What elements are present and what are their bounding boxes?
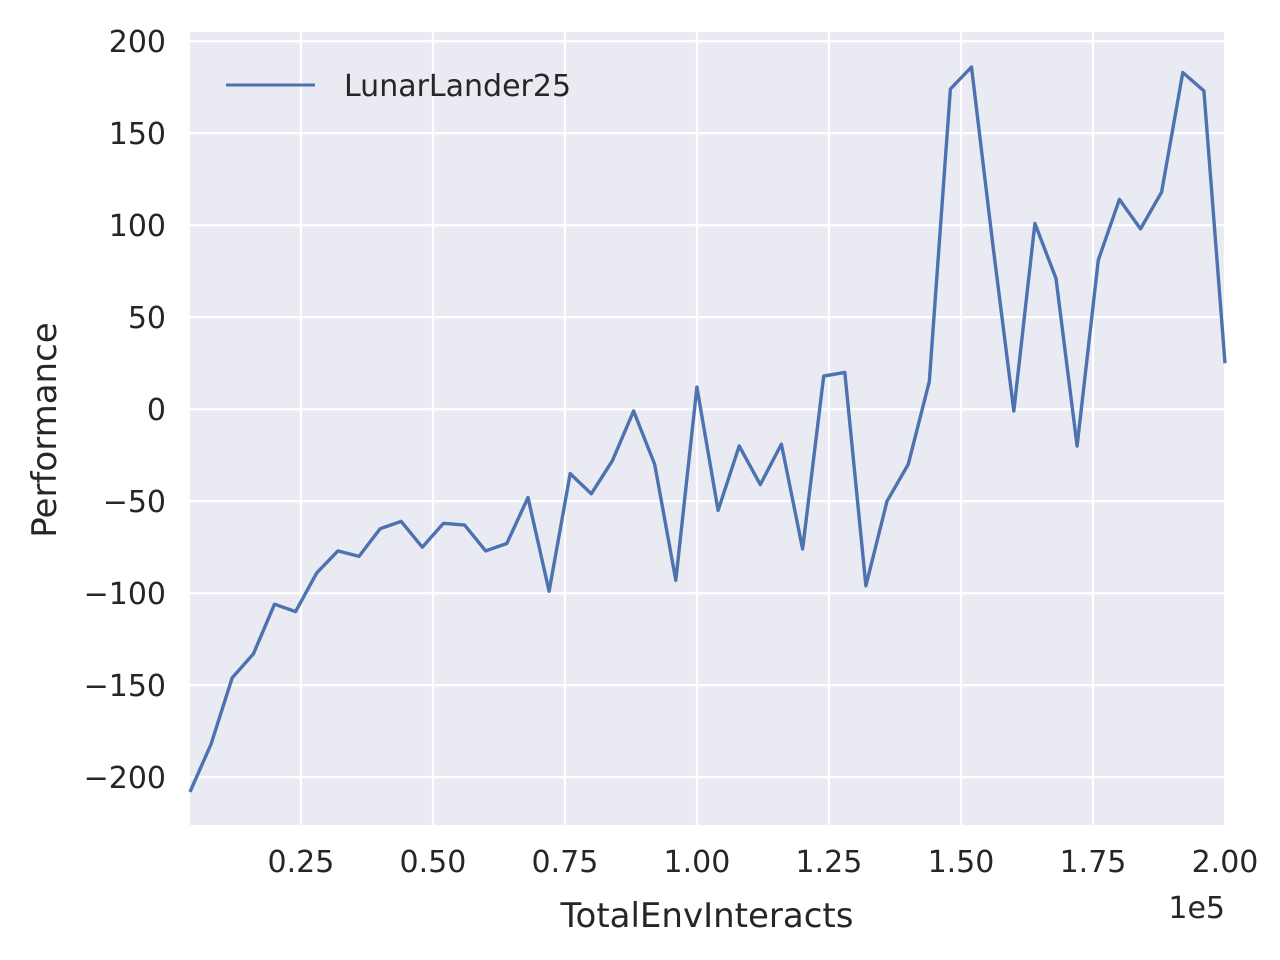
y-tick-label: 50 [128,301,166,336]
y-tick-label: −150 [84,669,166,704]
x-tick-label: 0.50 [400,845,467,880]
x-tick-label: 1.50 [928,845,995,880]
y-tick-label: −50 [103,485,166,520]
legend-label: LunarLander25 [344,69,571,104]
y-tick-label: −100 [84,577,166,612]
series-layer [188,65,1227,793]
y-tick-label: −200 [84,761,166,796]
y-tick-label: 100 [109,209,166,244]
x-tick-label: 0.75 [532,845,599,880]
x-offset-label: 1e5 [1168,891,1225,926]
x-tick-label: 1.75 [1060,845,1127,880]
y-tick-label: 0 [147,393,166,428]
x-tick-labels: 0.25 0.50 0.75 1.00 1.25 1.50 1.75 2.00 [267,845,1258,880]
y-tick-label: 150 [109,117,166,152]
x-tick-label: 0.25 [267,845,334,880]
x-tick-label: 1.00 [664,845,731,880]
x-tick-label: 1.25 [796,845,863,880]
y-tick-labels: −200 −150 −100 −50 0 50 100 150 200 [84,25,166,796]
x-tick-label: 2.00 [1192,845,1259,880]
legend: LunarLander25 [226,69,571,104]
grid [190,32,1227,825]
plot-background [190,32,1225,825]
y-tick-label: 200 [109,25,166,60]
series-line-0 [188,65,1227,793]
y-axis-label: Performance [25,322,65,537]
x-axis-label: TotalEnvInteracts [560,896,854,936]
